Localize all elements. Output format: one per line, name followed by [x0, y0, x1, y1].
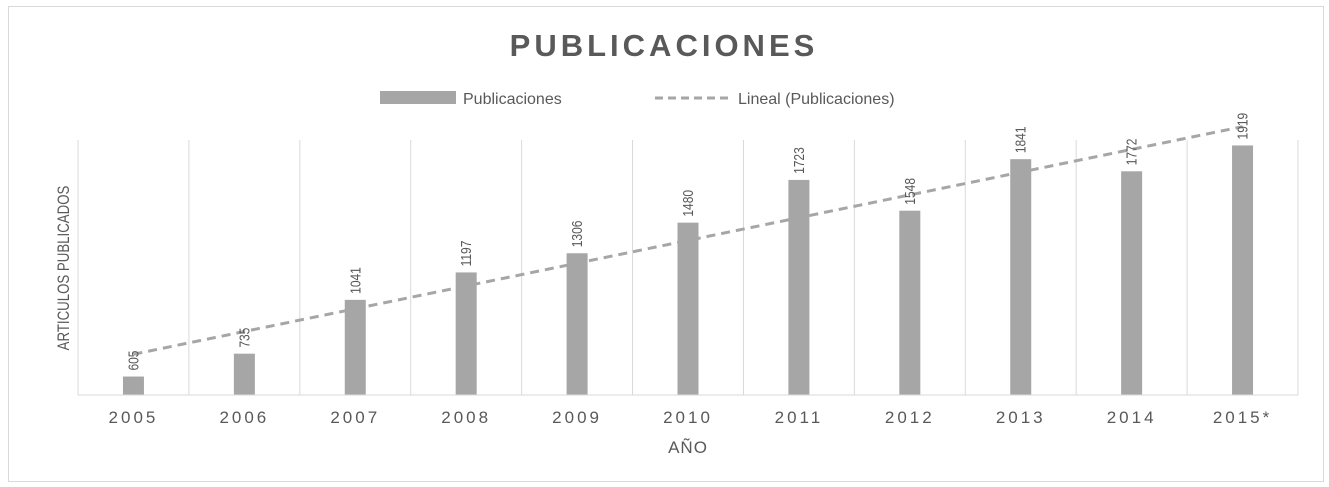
x-tick-label: 2012 — [885, 408, 935, 427]
data-labels: 605 735 1041 1197 1306 1480 1723 1548 1841 1772 19… — [125, 113, 1251, 371]
bar-2008 — [455, 272, 477, 395]
grid-lines — [77, 140, 1299, 395]
x-tick-label: 2011 — [775, 408, 824, 427]
data-label: 1041 — [347, 267, 364, 294]
bars — [122, 145, 1254, 395]
bar-2013 — [1010, 159, 1032, 395]
bar-2007 — [344, 299, 366, 395]
x-tick-label: 2006 — [219, 408, 269, 427]
x-tick-label: 2015* — [1213, 408, 1272, 427]
data-label: 1548 — [902, 178, 919, 205]
x-tick-label: 2010 — [663, 408, 713, 427]
data-label: 1197 — [458, 241, 475, 267]
data-label: 1480 — [680, 190, 697, 217]
bar-2014 — [1121, 171, 1143, 395]
bar-2005 — [122, 376, 144, 395]
x-axis-title: AÑO — [668, 438, 708, 457]
x-tick-label: 2005 — [109, 408, 159, 427]
bar-2011 — [788, 179, 810, 395]
chart-title: PUBLICACIONES — [510, 28, 819, 63]
data-label: 1723 — [791, 147, 808, 174]
x-tick-label: 2009 — [552, 408, 602, 427]
data-label: 1772 — [1123, 139, 1140, 166]
legend: Publicaciones Lineal (Publicaciones) — [380, 91, 895, 108]
x-tick-label: 2007 — [330, 408, 380, 427]
legend-swatch-bars — [380, 91, 456, 104]
data-label: 1306 — [569, 221, 586, 248]
bar-2012 — [899, 210, 921, 395]
data-label: 605 — [125, 351, 142, 371]
trendline-path — [133, 125, 1243, 356]
data-label: 735 — [236, 328, 253, 348]
data-label: 1841 — [1012, 126, 1029, 153]
x-tick-label: 2008 — [441, 408, 491, 427]
bar-2006 — [233, 353, 255, 395]
bar-2010 — [677, 222, 699, 395]
data-label: 1919 — [1234, 113, 1251, 140]
trendline — [133, 125, 1243, 356]
y-axis-title: ARTICULOS PUBLICADOS — [55, 186, 74, 351]
bar-2009 — [566, 253, 588, 395]
x-tick-label: 2013 — [996, 408, 1046, 427]
legend-label-trend: Lineal (Publicaciones) — [738, 91, 895, 108]
x-tick-labels: 2005 2006 2007 2008 2009 2010 2011 2012 2013 2014… — [109, 408, 1272, 427]
legend-label-bars: Publicaciones — [463, 91, 562, 108]
bar-2015 — [1232, 145, 1254, 395]
x-tick-label: 2014 — [1107, 408, 1157, 427]
